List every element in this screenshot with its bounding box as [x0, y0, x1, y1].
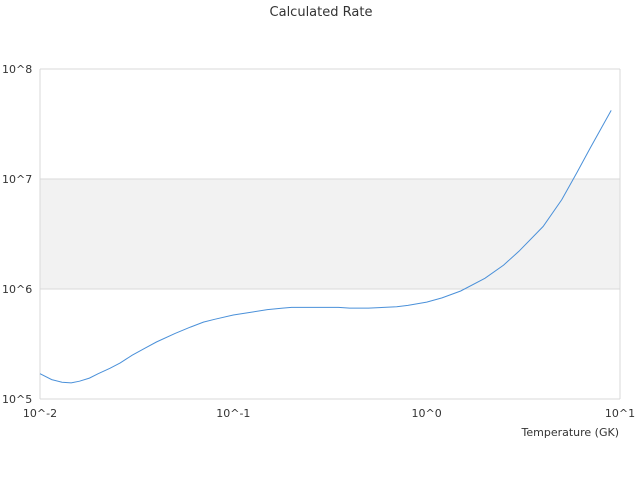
y-tick-label: 10^7 — [2, 173, 32, 186]
plot-band — [40, 179, 620, 289]
x-axis-title: Temperature (GK) — [521, 426, 620, 439]
chart-title: Calculated Rate — [270, 5, 373, 20]
series-line — [39, 110, 612, 384]
x-tick-label: 10^0 — [412, 407, 442, 420]
x-tick-label: 10^1 — [605, 407, 635, 420]
grid-lines — [39, 68, 621, 400]
plot-bands — [40, 179, 620, 289]
series-layer — [39, 110, 612, 384]
y-tick-labels: 10^5 10^6 10^7 10^8 — [2, 63, 32, 406]
y-tick-label: 10^8 — [2, 63, 32, 76]
x-tick-label: 10^-1 — [216, 407, 250, 420]
x-tick-label: 10^-2 — [23, 407, 57, 420]
y-tick-label: 10^5 — [2, 393, 32, 406]
y-tick-label: 10^6 — [2, 283, 32, 296]
x-tick-labels: 10^-2 10^-1 10^0 10^1 — [23, 407, 635, 420]
